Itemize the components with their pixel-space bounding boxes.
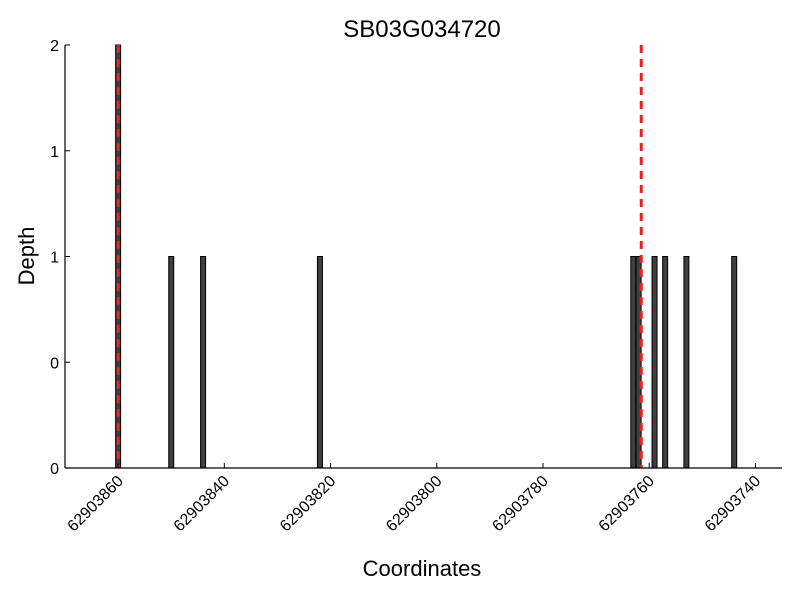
bars-group: [115, 44, 738, 469]
x-tick-label: 62903780: [489, 473, 551, 535]
x-ticks-group: 62903860 62903840 62903820 62903800 62903780…: [65, 463, 764, 535]
chart-title: SB03G034720: [343, 16, 500, 43]
bar: [662, 256, 669, 469]
y-tick-label: 1: [50, 250, 59, 267]
y-ticks-group: 0 0 1 1 2: [50, 38, 70, 478]
bar: [316, 256, 323, 469]
bar: [200, 256, 207, 469]
y-tick-label: 2: [50, 38, 59, 55]
y-axis-title: Depth: [14, 227, 39, 286]
x-axis-title: Coordinates: [363, 556, 482, 581]
y-tick-label: 1: [50, 144, 59, 161]
bar: [651, 256, 658, 469]
bar: [630, 256, 637, 469]
y-tick-label: 0: [50, 461, 59, 478]
bar: [168, 256, 175, 469]
x-tick-label: 62903740: [702, 473, 764, 535]
bar: [683, 256, 690, 469]
x-tick-label: 62903840: [171, 473, 233, 535]
x-tick-label: 62903800: [383, 473, 445, 535]
x-tick-label: 62903760: [596, 473, 658, 535]
y-tick-label: 0: [50, 355, 59, 372]
bar: [731, 256, 738, 469]
reference-lines-group: [116, 45, 643, 468]
x-tick-label: 62903860: [65, 473, 127, 535]
x-tick-label: 62903820: [277, 473, 339, 535]
